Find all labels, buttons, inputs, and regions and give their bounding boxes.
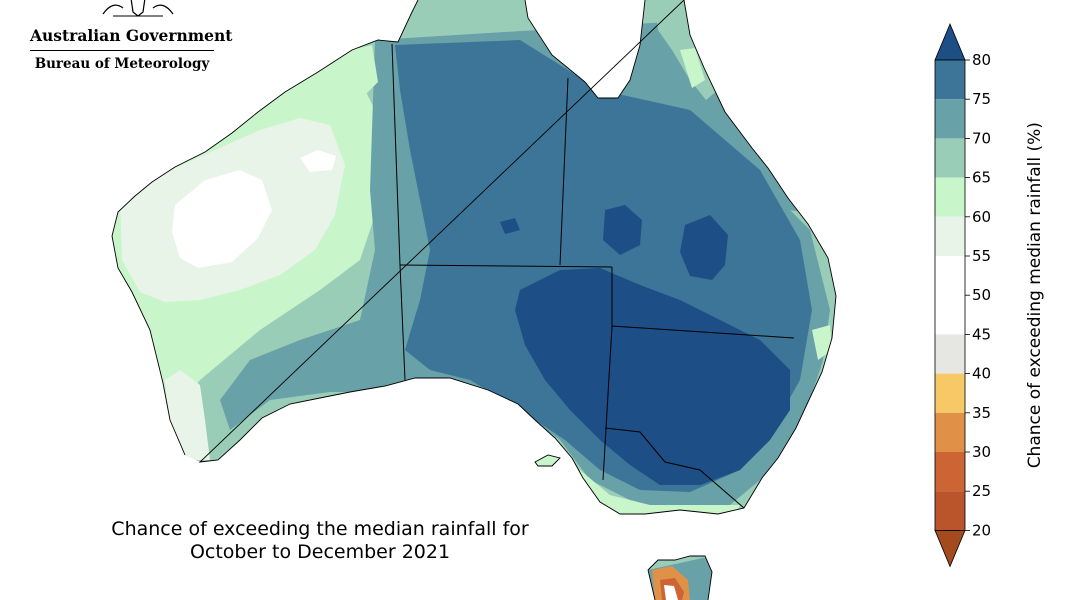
colorbar-tick-label: 40 [972,365,991,383]
colorbar-arrow-top [934,22,966,61]
band-above-80-qld [603,205,642,255]
colorbar-tick-label: 45 [972,325,991,343]
colorbar-band-30-35 [935,412,965,452]
colorbar-band-60-65 [935,177,965,217]
colorbar-tick-label: 55 [972,247,991,265]
map-caption: Chance of exceeding the median rainfall … [70,518,570,564]
colorbar-tick-label: 35 [972,404,991,422]
colorbar-tick-label: 65 [972,169,991,187]
colorbar-band-35-40 [935,373,965,413]
colorbar-band-55-60 [935,216,965,256]
state-borders [391,43,795,509]
colorbar-band-45-50 [935,295,965,335]
bom-logo: Australian Government Bureau of Meteorol… [18,0,233,80]
colorbar-band-75-80 [935,60,965,100]
coat-of-arms-icon [102,0,174,17]
colorbar-band-50-55 [935,256,965,296]
colorbar-band-25-30 [935,452,965,492]
colorbar-tick-label: 30 [972,443,991,461]
gov-title: Australian Government [30,26,233,45]
colorbar-tick-label: 60 [972,208,991,226]
border-sa-vic [602,325,613,481]
coastline [111,0,837,600]
border-nt-qld [559,77,569,266]
colorbar-band-40-45 [935,334,965,374]
band-above-80-core [515,268,790,485]
colorbar-tick-label: 25 [972,482,991,500]
caption-line-2: October to December 2021 [189,541,451,563]
colorbar-tick-label: 80 [972,51,991,69]
colorbar-tick-label: 20 [972,521,991,539]
border-nsw-vic [604,427,745,509]
colorbar-arrow-bottom [934,530,966,568]
bureau-title: Bureau of Meteorology [34,56,210,72]
colorbar-band-70-75 [935,99,965,139]
colorbar-band-20-25 [935,491,965,531]
border-nt-sa [399,264,613,268]
colorbar-axis-label: Chance of exceeding median rainfall (%) [1025,122,1045,468]
caption-line-1: Chance of exceeding the median rainfall … [111,518,529,540]
band-45-55-west [172,170,272,268]
colorbar-tick-label: 70 [972,129,991,147]
colorbar-band-65-70 [935,138,965,178]
colorbar-tick-label: 75 [972,90,991,108]
colorbar-tick-label: 50 [972,286,991,304]
colorbar-legend: 80 75 70 65 60 55 50 45 40 35 30 25 20 Chance of exce… [934,22,1045,568]
rainfall-probability-field [112,0,836,600]
logo-divider [30,50,214,51]
